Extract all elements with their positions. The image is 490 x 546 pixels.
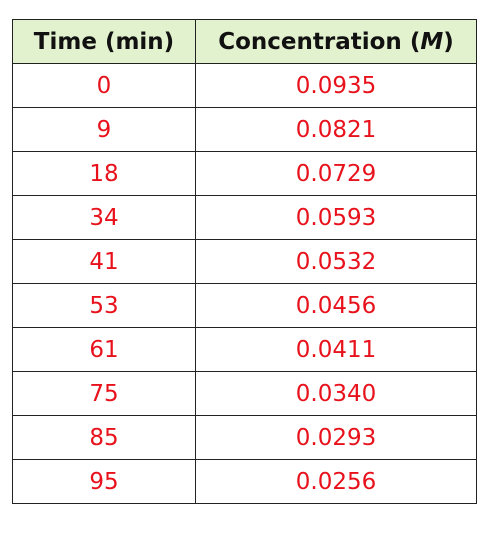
concentration-cell: 0.0935 — [195, 63, 477, 108]
concentration-cell: 0.0456 — [195, 283, 477, 328]
header-concentration-unit: M — [420, 28, 444, 55]
concentration-cell: 0.0340 — [195, 371, 477, 416]
time-cell: 34 — [12, 195, 196, 240]
table-row: 41 0.0532 — [12, 239, 477, 284]
time-cell: 61 — [12, 327, 196, 372]
table-row: 0 0.0935 — [12, 63, 477, 108]
table-row: 61 0.0411 — [12, 327, 477, 372]
time-cell: 18 — [12, 151, 196, 196]
header-time: Time (min) — [12, 19, 196, 64]
concentration-cell: 0.0729 — [195, 151, 477, 196]
table-body: 0 0.0935 9 0.0821 18 0.0729 34 0.0593 41 0.0532 53… — [12, 63, 477, 504]
header-concentration: Concentration (M) — [195, 19, 477, 64]
table-row: 9 0.0821 — [12, 107, 477, 152]
concentration-cell: 0.0593 — [195, 195, 477, 240]
table-row: 95 0.0256 — [12, 459, 477, 504]
time-cell: 0 — [12, 63, 196, 108]
header-row: Time (min) Concentration (M) — [12, 19, 477, 64]
table-row: 34 0.0593 — [12, 195, 477, 240]
time-cell: 41 — [12, 239, 196, 284]
table-row: 85 0.0293 — [12, 415, 477, 460]
time-cell: 53 — [12, 283, 196, 328]
time-cell: 85 — [12, 415, 196, 460]
concentration-cell: 0.0293 — [195, 415, 477, 460]
data-table: Time (min) Concentration (M) 0 0.0935 9 0.0… — [12, 19, 477, 504]
concentration-cell: 0.0532 — [195, 239, 477, 284]
concentration-cell: 0.0411 — [195, 327, 477, 372]
time-cell: 95 — [12, 459, 196, 504]
header-concentration-label: Concentration — [218, 28, 402, 55]
time-cell: 75 — [12, 371, 196, 416]
table-row: 18 0.0729 — [12, 151, 477, 196]
concentration-cell: 0.0821 — [195, 107, 477, 152]
table-row: 53 0.0456 — [12, 283, 477, 328]
concentration-cell: 0.0256 — [195, 459, 477, 504]
time-cell: 9 — [12, 107, 196, 152]
table-row: 75 0.0340 — [12, 371, 477, 416]
